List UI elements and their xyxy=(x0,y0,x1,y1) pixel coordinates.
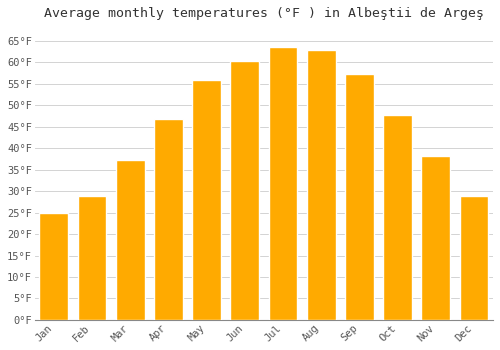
Bar xyxy=(78,196,106,320)
Bar xyxy=(422,155,450,320)
Bar xyxy=(192,80,221,320)
Bar xyxy=(383,115,412,320)
Bar xyxy=(460,196,488,320)
Bar xyxy=(116,160,144,320)
Bar xyxy=(40,214,68,320)
Bar xyxy=(154,119,182,320)
Bar xyxy=(345,75,374,320)
Bar xyxy=(307,50,336,320)
Title: Average monthly temperatures (°F ) in Albeştii de Argeş: Average monthly temperatures (°F ) in Al… xyxy=(44,7,484,20)
Bar xyxy=(230,61,259,320)
Bar xyxy=(268,47,298,320)
